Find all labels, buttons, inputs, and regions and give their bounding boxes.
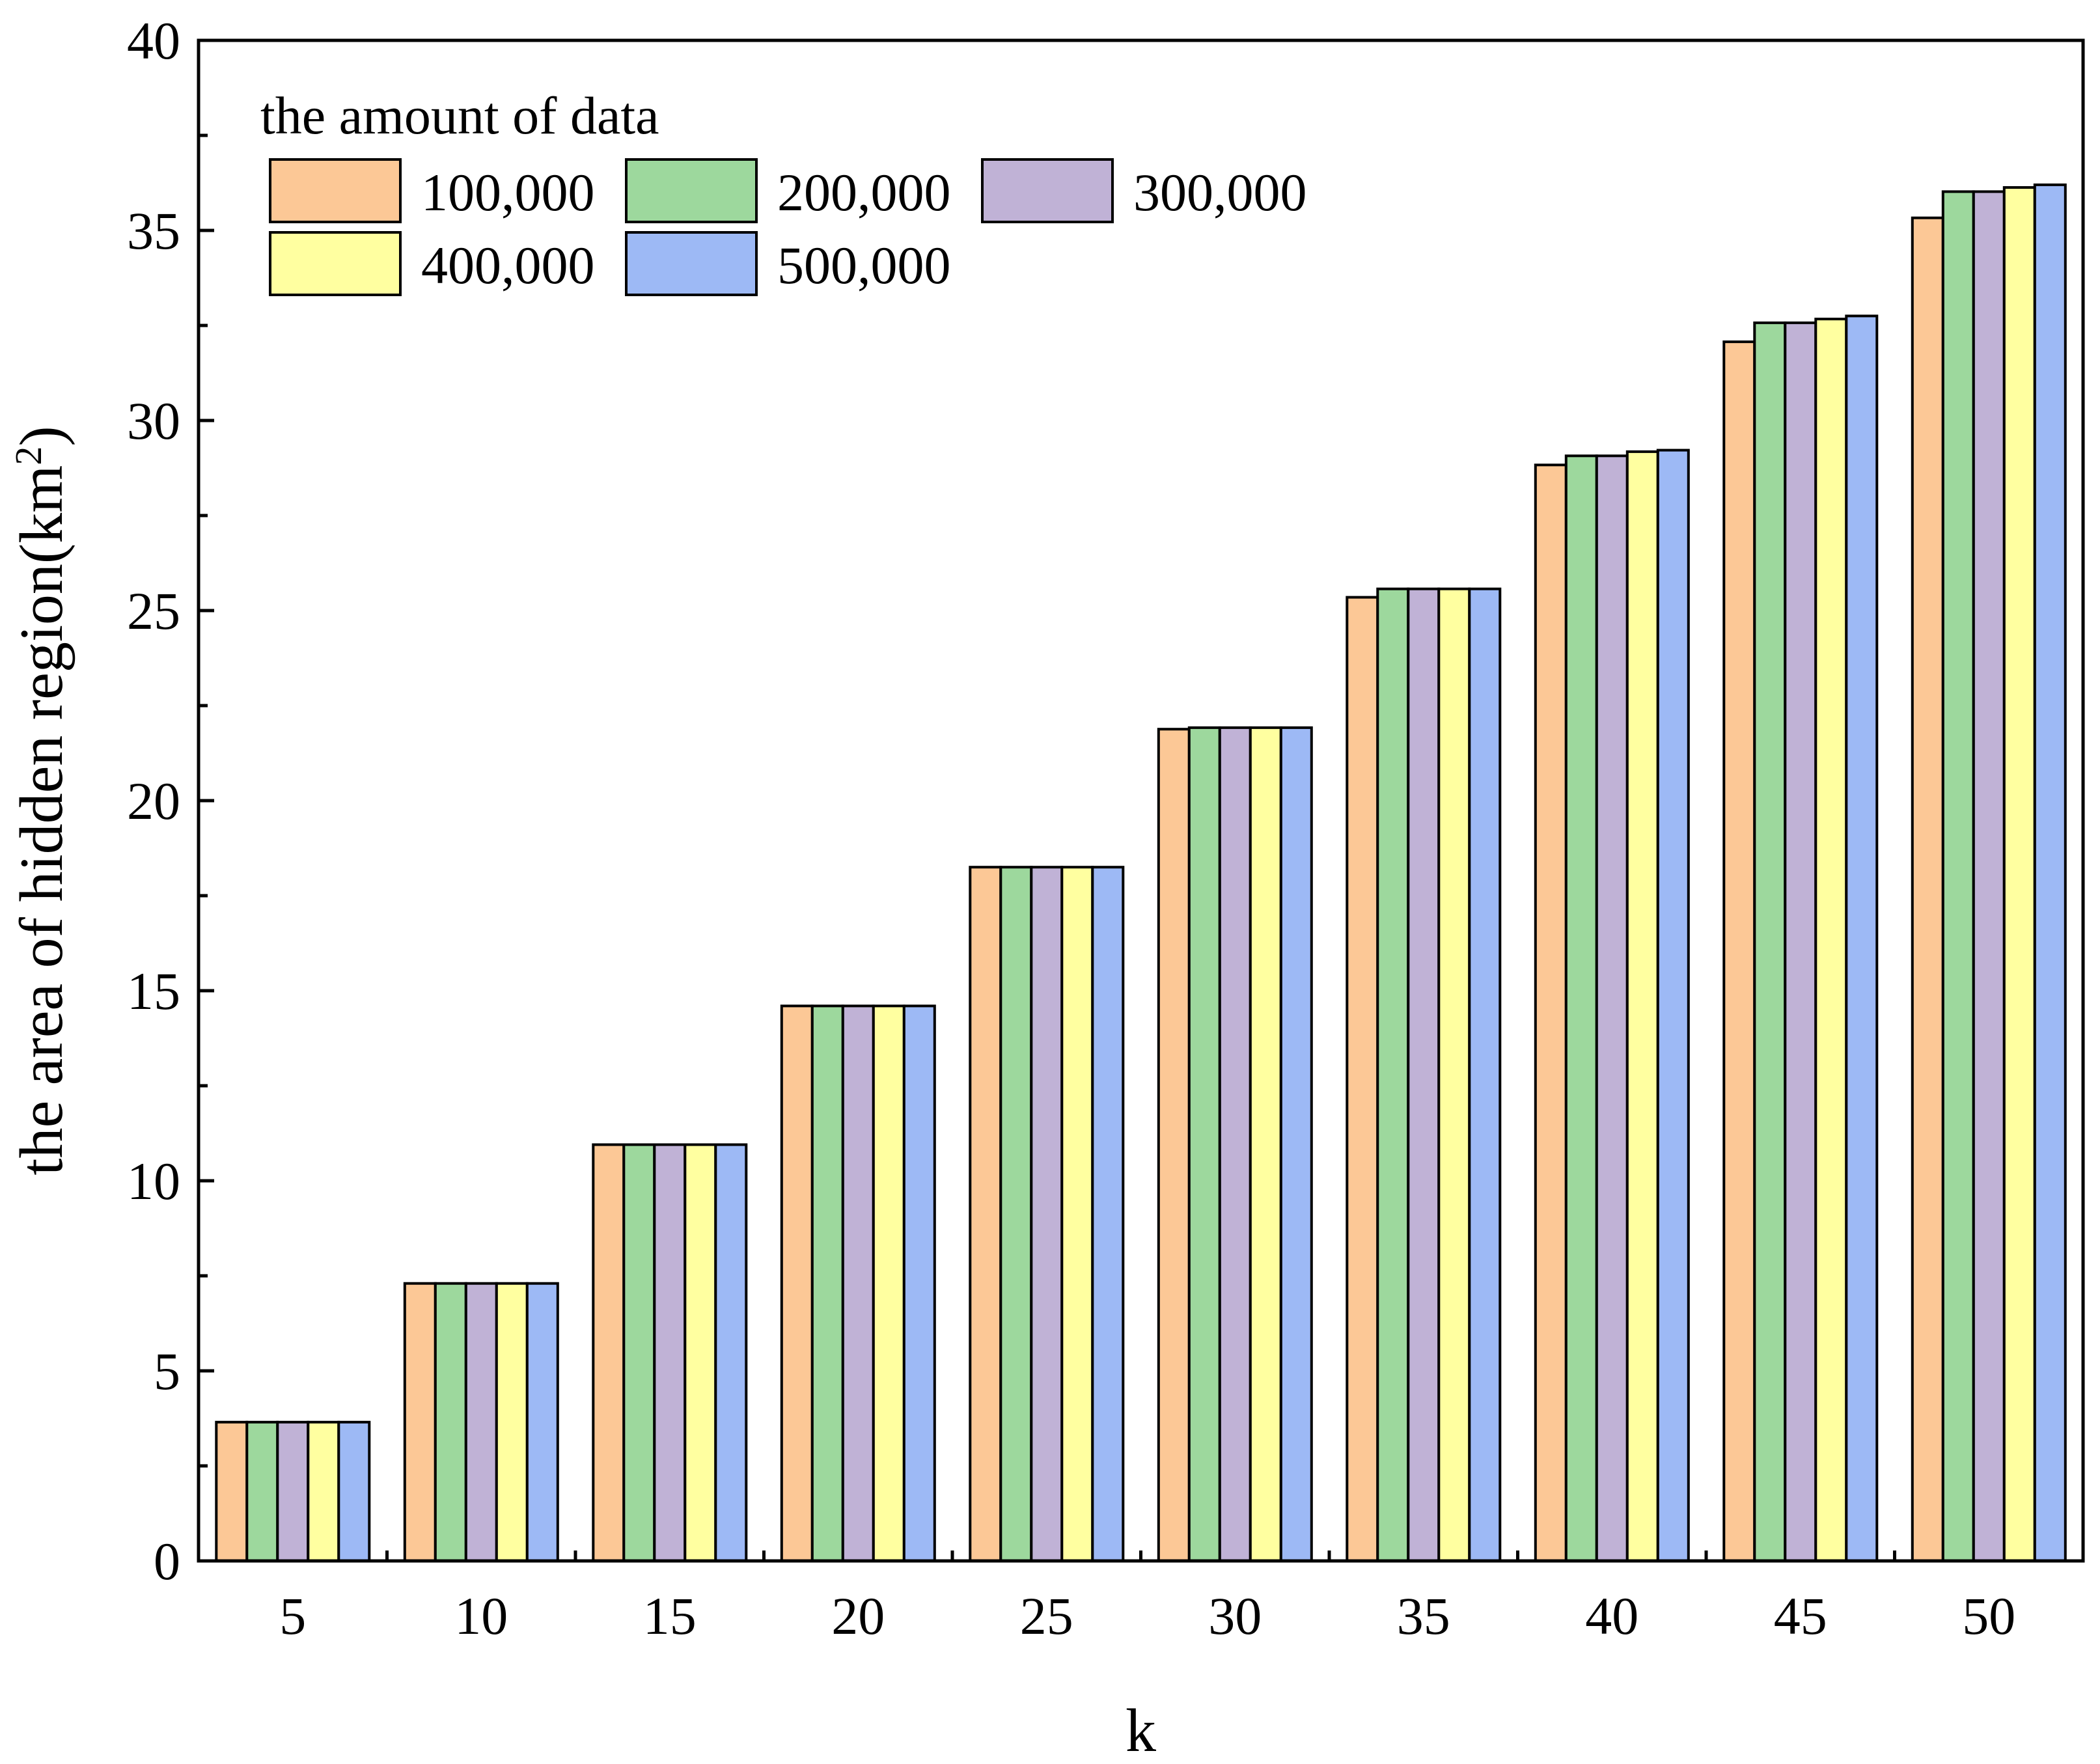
bar-200000-k5 <box>245 1420 279 1563</box>
bar-200000-k40 <box>1564 454 1598 1562</box>
bar-400000-k15 <box>684 1143 717 1562</box>
bar-300000-k45 <box>1784 321 1817 1562</box>
bar-500000-k10 <box>525 1282 559 1562</box>
bar-500000-k50 <box>2033 183 2067 1563</box>
x-tick-label: 30 <box>1208 1586 1262 1646</box>
bar-300000-k25 <box>1030 866 1064 1562</box>
bar-100000-k45 <box>1722 340 1756 1562</box>
legend-swatch-300000 <box>981 158 1114 223</box>
y-axis-title: the area of hidden region(km2) <box>7 426 76 1175</box>
legend-label-300000: 300,000 <box>1133 163 1307 222</box>
bar-300000-k20 <box>841 1004 875 1562</box>
bar-300000-k50 <box>1972 190 2006 1563</box>
y-tick-label: 40 <box>127 11 180 70</box>
plot-frame <box>197 38 2085 1563</box>
x-tick-label: 45 <box>1774 1586 1827 1646</box>
x-tick-label: 5 <box>279 1586 306 1646</box>
bar-400000-k30 <box>1249 726 1282 1562</box>
x-tick-label: 35 <box>1397 1586 1450 1646</box>
bar-100000-k35 <box>1346 596 1379 1562</box>
bar-200000-k20 <box>810 1004 844 1562</box>
bar-500000-k15 <box>714 1143 748 1562</box>
bar-200000-k30 <box>1187 726 1221 1562</box>
bar-500000-k20 <box>902 1004 936 1562</box>
y-axis-title-superscript: 2 <box>7 447 49 465</box>
bar-100000-k50 <box>1911 216 1944 1563</box>
legend-swatch-500000 <box>625 231 758 296</box>
x-tick-label: 50 <box>1962 1586 2015 1646</box>
x-tick-label: 10 <box>454 1586 508 1646</box>
bar-500000-k40 <box>1656 448 1690 1562</box>
x-tick-label: 25 <box>1020 1586 1073 1646</box>
bar-100000-k5 <box>215 1420 249 1563</box>
legend-swatch-200000 <box>625 158 758 223</box>
bar-200000-k50 <box>1941 190 1975 1563</box>
y-tick-label: 15 <box>127 961 180 1021</box>
bar-100000-k30 <box>1157 728 1191 1562</box>
bars-layer <box>215 183 2067 1563</box>
bar-400000-k40 <box>1625 450 1659 1562</box>
x-tick-label: 20 <box>831 1586 885 1646</box>
x-tick-label: 15 <box>643 1586 697 1646</box>
bar-400000-k35 <box>1437 587 1471 1563</box>
bar-200000-k45 <box>1753 321 1787 1562</box>
bar-100000-k40 <box>1534 463 1568 1562</box>
y-tick-label: 10 <box>127 1151 180 1211</box>
bar-100000-k15 <box>592 1143 626 1562</box>
bar-400000-k10 <box>495 1282 529 1562</box>
y-tick-label: 0 <box>154 1532 180 1591</box>
bar-200000-k15 <box>622 1143 656 1562</box>
bar-400000-k25 <box>1060 866 1094 1562</box>
legend-label-500000: 500,000 <box>777 236 951 295</box>
bar-500000-k45 <box>1845 314 1879 1562</box>
y-axis-title-close: ) <box>8 426 76 446</box>
bar-500000-k25 <box>1091 866 1125 1562</box>
y-tick-label: 25 <box>127 581 180 641</box>
y-tick-label: 30 <box>127 391 180 450</box>
legend-title: the amount of data <box>260 86 659 145</box>
bar-300000-k30 <box>1218 726 1252 1562</box>
y-tick-label: 5 <box>154 1342 180 1401</box>
bar-100000-k10 <box>403 1282 437 1562</box>
bar-200000-k35 <box>1376 587 1410 1563</box>
bar-300000-k15 <box>653 1143 687 1562</box>
bar-200000-k25 <box>999 866 1033 1562</box>
legend-label-100000: 100,000 <box>421 163 595 222</box>
bar-200000-k10 <box>434 1282 467 1562</box>
bar-500000-k5 <box>337 1420 371 1563</box>
bar-100000-k25 <box>969 866 1002 1562</box>
y-tick-label: 20 <box>127 771 180 831</box>
bar-400000-k20 <box>872 1004 905 1562</box>
bar-400000-k50 <box>2002 186 2036 1562</box>
y-tick-label: 35 <box>127 201 180 260</box>
legend-label-400000: 400,000 <box>421 236 595 295</box>
bar-100000-k20 <box>780 1004 814 1562</box>
bar-500000-k30 <box>1279 726 1313 1562</box>
legend: the amount of data 100,000 200,000 300,000… <box>260 86 1307 296</box>
bar-400000-k45 <box>1814 318 1848 1563</box>
x-axis-title: k <box>1126 1697 1156 1764</box>
bar-300000-k5 <box>276 1420 310 1563</box>
bar-300000-k35 <box>1407 587 1441 1563</box>
y-axis-title-main: the area of hidden region(km <box>8 465 76 1176</box>
x-tick-label: 40 <box>1585 1586 1638 1646</box>
legend-swatch-100000 <box>269 158 402 223</box>
legend-label-200000: 200,000 <box>777 163 951 222</box>
bar-500000-k35 <box>1468 587 1502 1563</box>
bar-400000-k5 <box>307 1420 340 1563</box>
bar-300000-k40 <box>1595 454 1629 1562</box>
bar-300000-k10 <box>464 1282 498 1562</box>
ticks-layer: 0 5 10 15 20 25 30 35 40 5 10 15 20 25 30 35 40 45 50 <box>127 11 2015 1646</box>
legend-swatch-400000 <box>269 231 402 296</box>
